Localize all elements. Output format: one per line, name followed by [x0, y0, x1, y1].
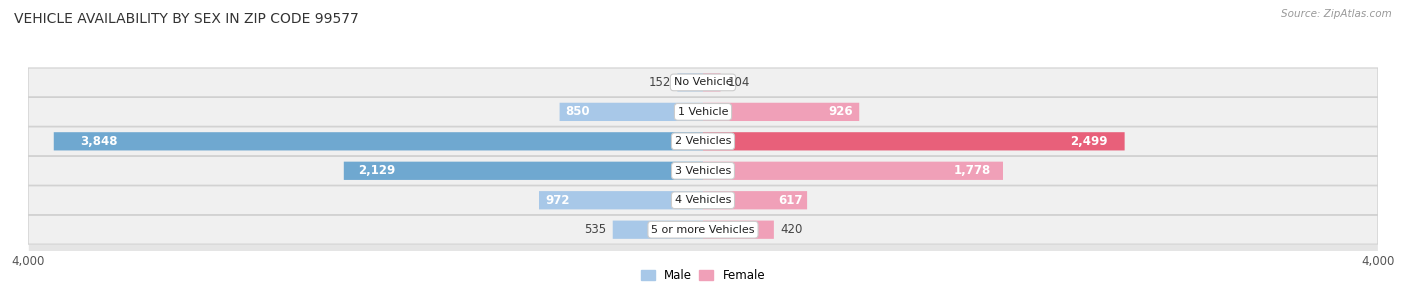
- Text: 1 Vehicle: 1 Vehicle: [678, 107, 728, 117]
- Text: 850: 850: [565, 105, 591, 118]
- FancyBboxPatch shape: [560, 103, 703, 121]
- FancyBboxPatch shape: [28, 215, 1378, 244]
- FancyBboxPatch shape: [28, 68, 1378, 97]
- FancyBboxPatch shape: [538, 191, 703, 209]
- FancyBboxPatch shape: [28, 156, 1378, 185]
- FancyBboxPatch shape: [28, 127, 1378, 156]
- Text: 3,848: 3,848: [80, 135, 117, 148]
- Legend: Male, Female: Male, Female: [636, 264, 770, 287]
- Text: 3 Vehicles: 3 Vehicles: [675, 166, 731, 176]
- Text: 4 Vehicles: 4 Vehicles: [675, 195, 731, 205]
- Text: 104: 104: [727, 76, 749, 89]
- FancyBboxPatch shape: [28, 245, 1378, 274]
- FancyBboxPatch shape: [703, 191, 807, 209]
- Text: 2 Vehicles: 2 Vehicles: [675, 136, 731, 146]
- FancyBboxPatch shape: [28, 97, 1378, 126]
- FancyBboxPatch shape: [678, 73, 703, 91]
- Text: 420: 420: [780, 223, 803, 236]
- Text: 152: 152: [648, 76, 671, 89]
- Text: No Vehicle: No Vehicle: [673, 77, 733, 88]
- Text: 926: 926: [828, 105, 853, 118]
- FancyBboxPatch shape: [28, 215, 1378, 244]
- FancyBboxPatch shape: [53, 132, 703, 151]
- Text: 2,129: 2,129: [359, 164, 395, 177]
- Text: 972: 972: [546, 194, 569, 207]
- FancyBboxPatch shape: [28, 156, 1378, 185]
- Text: 1,778: 1,778: [953, 164, 991, 177]
- Text: 5 or more Vehicles: 5 or more Vehicles: [651, 225, 755, 235]
- FancyBboxPatch shape: [28, 274, 1378, 303]
- Text: Source: ZipAtlas.com: Source: ZipAtlas.com: [1281, 9, 1392, 19]
- Text: 617: 617: [779, 194, 803, 207]
- Text: 535: 535: [583, 223, 606, 236]
- FancyBboxPatch shape: [28, 186, 1378, 215]
- FancyBboxPatch shape: [703, 132, 1125, 151]
- FancyBboxPatch shape: [703, 162, 1002, 180]
- Text: 2,499: 2,499: [1070, 135, 1108, 148]
- FancyBboxPatch shape: [28, 127, 1378, 156]
- FancyBboxPatch shape: [703, 103, 859, 121]
- FancyBboxPatch shape: [28, 186, 1378, 215]
- Text: VEHICLE AVAILABILITY BY SEX IN ZIP CODE 99577: VEHICLE AVAILABILITY BY SEX IN ZIP CODE …: [14, 12, 359, 26]
- FancyBboxPatch shape: [703, 221, 773, 239]
- FancyBboxPatch shape: [613, 221, 703, 239]
- FancyBboxPatch shape: [344, 162, 703, 180]
- FancyBboxPatch shape: [703, 73, 720, 91]
